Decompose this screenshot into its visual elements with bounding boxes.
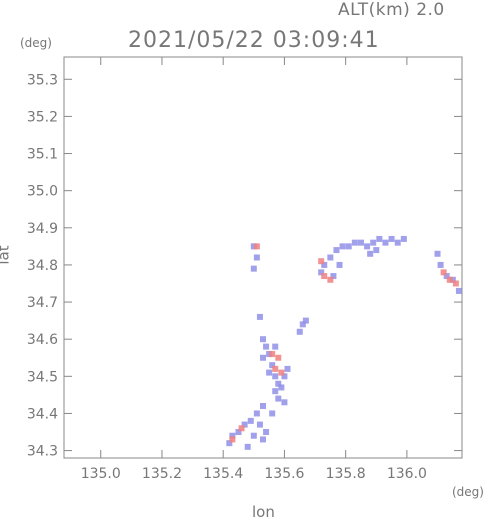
data-point xyxy=(367,250,374,257)
y-tick-label: 35.2 xyxy=(27,109,58,125)
timestamp: 2021/05/22 03:09:41 xyxy=(128,28,380,53)
data-point xyxy=(247,417,254,424)
y-tick-label: 34.5 xyxy=(27,369,58,385)
data-point xyxy=(336,261,343,268)
data-point xyxy=(269,410,276,417)
data-point xyxy=(238,425,245,432)
data-point xyxy=(351,239,358,246)
x-tick-label: 136.0 xyxy=(387,466,427,482)
x-tick-label: 135.8 xyxy=(326,466,366,482)
y-tick-label: 35.1 xyxy=(27,147,58,163)
x-axis-unit: (deg) xyxy=(452,485,484,499)
data-point xyxy=(275,380,282,387)
data-point xyxy=(321,261,328,268)
data-point xyxy=(299,321,306,328)
axis-ticks: 34.3 34.4 34.5 34.6 34.7 34.8 34.9 35.0 35.1 35.2… xyxy=(27,57,462,482)
data-point xyxy=(241,421,248,428)
data-point xyxy=(373,247,380,254)
x-tick-label: 135.2 xyxy=(142,466,182,482)
data-point xyxy=(330,273,337,280)
data-point xyxy=(370,239,377,246)
data-point xyxy=(321,273,328,280)
data-point xyxy=(275,395,282,402)
data-point xyxy=(272,343,279,350)
data-point xyxy=(229,436,236,443)
data-point xyxy=(226,440,233,447)
data-point xyxy=(440,269,447,276)
data-point xyxy=(260,354,266,361)
data-point xyxy=(339,243,346,250)
data-point xyxy=(434,250,441,257)
x-tick-label: 135.6 xyxy=(264,466,304,482)
data-point xyxy=(229,432,236,439)
x-tick-label: 135.0 xyxy=(81,466,121,482)
data-point xyxy=(318,258,325,265)
data-point xyxy=(357,239,364,246)
altitude-label: ALT(km) 2.0 xyxy=(338,0,445,20)
data-point xyxy=(235,429,242,436)
data-point xyxy=(345,243,352,250)
data-point xyxy=(260,436,266,443)
data-point xyxy=(253,243,260,250)
data-point xyxy=(376,235,383,242)
data-point xyxy=(400,235,407,242)
data-point xyxy=(437,261,444,268)
data-point xyxy=(250,265,257,272)
data-point xyxy=(266,351,273,358)
data-point xyxy=(281,373,288,380)
data-point xyxy=(256,421,263,428)
data-point xyxy=(250,243,257,250)
data-point xyxy=(253,410,260,417)
y-tick-label: 34.8 xyxy=(27,258,58,274)
data-point xyxy=(266,369,273,376)
data-points xyxy=(226,235,462,450)
data-point xyxy=(272,365,279,372)
x-tick-label: 135.4 xyxy=(203,466,243,482)
x-axis-label: lon xyxy=(252,503,275,521)
y-tick-label: 35.3 xyxy=(27,72,58,88)
data-point xyxy=(253,254,260,261)
data-point xyxy=(263,429,270,436)
data-point xyxy=(333,247,340,254)
data-point xyxy=(281,399,288,406)
data-point xyxy=(284,365,291,372)
data-point xyxy=(449,276,456,283)
data-point xyxy=(275,354,282,361)
data-point xyxy=(318,269,325,276)
data-point xyxy=(382,239,389,246)
y-tick-label: 35.0 xyxy=(27,184,58,200)
data-point xyxy=(272,373,279,380)
y-tick-label: 34.9 xyxy=(27,221,58,237)
data-point xyxy=(260,336,266,343)
data-point xyxy=(327,254,334,261)
plot-frame xyxy=(63,56,463,459)
y-tick-label: 34.7 xyxy=(27,295,58,311)
data-point xyxy=(250,432,257,439)
data-point xyxy=(394,239,401,246)
data-point xyxy=(278,384,285,391)
data-point xyxy=(260,403,266,410)
y-tick-label: 34.4 xyxy=(27,406,58,422)
data-point xyxy=(302,317,309,324)
data-point xyxy=(278,369,285,376)
data-point xyxy=(388,235,395,242)
data-point xyxy=(296,328,303,335)
data-point xyxy=(455,287,462,294)
data-point xyxy=(263,343,270,350)
data-point xyxy=(256,313,263,320)
data-point xyxy=(244,443,251,450)
data-point xyxy=(272,388,279,395)
data-point xyxy=(269,362,276,369)
y-axis-unit: (deg) xyxy=(20,36,52,50)
data-point xyxy=(443,273,450,280)
data-point xyxy=(269,351,276,358)
data-point xyxy=(327,276,334,283)
data-point xyxy=(452,280,459,287)
y-tick-label: 34.3 xyxy=(27,444,58,460)
data-point xyxy=(364,243,371,250)
data-point xyxy=(446,276,453,283)
y-tick-label: 34.6 xyxy=(27,332,58,348)
